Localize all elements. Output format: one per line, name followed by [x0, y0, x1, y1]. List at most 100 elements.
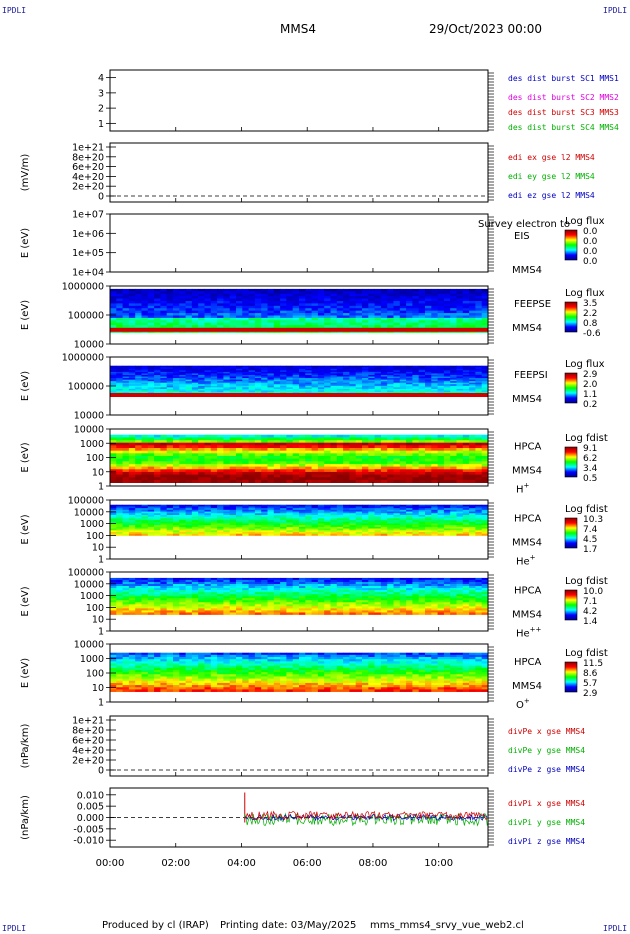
spectrogram-cell	[336, 509, 344, 512]
spectrogram-cell	[267, 310, 275, 314]
spectrogram-cell	[475, 533, 483, 536]
spectrogram-cell	[248, 445, 256, 449]
spectrogram-cell	[248, 466, 256, 470]
spectrogram-cell	[431, 474, 438, 478]
spectrogram-cell	[267, 378, 275, 381]
spectrogram-cell	[198, 610, 205, 613]
spectrogram-cell	[261, 387, 268, 390]
spectrogram-cell	[223, 391, 231, 394]
spectrogram-cell	[393, 509, 401, 512]
spectrogram-cell	[324, 308, 331, 312]
spectrogram-cell	[469, 504, 476, 507]
spectrogram-cell	[324, 385, 331, 388]
spectrogram-cell	[128, 533, 136, 536]
spectrogram-cell	[254, 530, 262, 533]
spectrogram-cell	[456, 466, 464, 470]
spectrogram-cell	[456, 434, 464, 438]
spectrogram-cell	[450, 518, 457, 521]
spectrogram-cell	[147, 533, 155, 536]
spectrogram-cell	[399, 458, 407, 462]
spectrogram-cell	[481, 523, 489, 526]
spectrogram-cell	[280, 296, 287, 299]
spectrogram-cell	[242, 303, 249, 307]
spectrogram-cell	[160, 531, 168, 535]
spectrogram-cell	[198, 315, 205, 319]
spectrogram-cell	[330, 520, 338, 523]
spectrogram-cell	[349, 320, 357, 324]
spectrogram-cell	[236, 310, 243, 314]
spectrogram-cell	[273, 387, 281, 390]
spectrogram-cell	[116, 509, 123, 512]
spectrogram-cell	[273, 385, 281, 388]
spectrogram-cell	[456, 445, 464, 449]
spectrogram-cell	[368, 474, 375, 478]
spectrogram-cell	[450, 530, 457, 533]
spectrogram-cell	[166, 298, 174, 302]
spectrogram-cell	[443, 298, 451, 302]
spectrogram-cell	[418, 378, 426, 381]
spectrogram-cell	[179, 506, 186, 509]
spectrogram-cell	[110, 508, 117, 511]
spectrogram-cell	[135, 579, 142, 583]
spectrogram-cell	[462, 448, 470, 452]
spectrogram-cell	[160, 606, 168, 609]
spectrogram-cell	[141, 300, 149, 304]
spectrogram-cell	[399, 448, 407, 452]
spectrogram-cell	[355, 461, 363, 465]
spectrogram-cell	[135, 385, 142, 388]
spectrogram-cell	[286, 293, 294, 297]
spectrogram-cell	[317, 520, 325, 523]
spectrogram-cell	[166, 288, 174, 292]
spectrogram-cell	[128, 370, 136, 373]
spectrogram-cell	[135, 606, 142, 609]
spectrogram-cell	[469, 382, 476, 385]
spectrogram-cell	[229, 458, 237, 462]
spectrogram-cell	[412, 303, 420, 307]
spectrogram-cell	[431, 466, 438, 470]
spectrogram-cell	[110, 579, 117, 583]
spectrogram-cell	[299, 528, 306, 531]
spectrogram-cell	[368, 531, 375, 535]
spectrogram-cell	[481, 506, 489, 509]
spectrogram-cell	[198, 385, 205, 388]
spectrogram-cell	[254, 450, 262, 454]
spectrogram-cell	[223, 381, 231, 384]
spectrogram-cell	[185, 604, 193, 607]
spectrogram-cell	[261, 434, 268, 438]
spectrogram-cell	[349, 313, 357, 316]
spectrogram-cell	[141, 577, 149, 581]
spectrogram-cell	[198, 296, 205, 299]
spectrogram-cell	[198, 521, 205, 524]
spectrogram-cell	[425, 509, 432, 512]
spectrogram-cell	[179, 577, 186, 581]
spectrogram-cell	[431, 450, 438, 454]
spectrogram-cell	[242, 381, 249, 384]
spectrogram-cell	[166, 308, 174, 312]
spectrogram-cell	[412, 453, 420, 457]
spectrogram-cell	[280, 303, 287, 307]
spectrogram-cell	[179, 514, 186, 518]
spectrogram-cell	[324, 293, 331, 297]
spectrogram-cell	[362, 382, 369, 385]
spectrogram-cell	[305, 469, 312, 473]
spectrogram-cell	[412, 461, 420, 465]
spectrogram-cell	[280, 469, 287, 473]
spectrogram-cell	[204, 293, 212, 297]
spectrogram-cell	[349, 458, 357, 462]
spectrogram-cell	[399, 376, 407, 379]
spectrogram-cell	[425, 474, 432, 478]
spectrogram-cell	[261, 303, 268, 307]
spectrogram-cell	[261, 379, 268, 382]
spectrogram-cell	[110, 592, 117, 595]
spectrogram-cell	[443, 474, 451, 478]
spectrogram-cell	[412, 300, 420, 304]
spectrogram-cell	[355, 291, 363, 295]
spectrogram-cell	[204, 479, 212, 483]
spectrogram-cell	[280, 388, 287, 391]
spectrogram-cell	[418, 463, 426, 468]
spectrogram-cell	[286, 305, 294, 309]
spectrogram-cell	[418, 453, 426, 457]
spectrogram-cell	[110, 367, 117, 370]
spectrogram-cell	[469, 509, 476, 512]
spectrogram-cell	[380, 293, 388, 297]
